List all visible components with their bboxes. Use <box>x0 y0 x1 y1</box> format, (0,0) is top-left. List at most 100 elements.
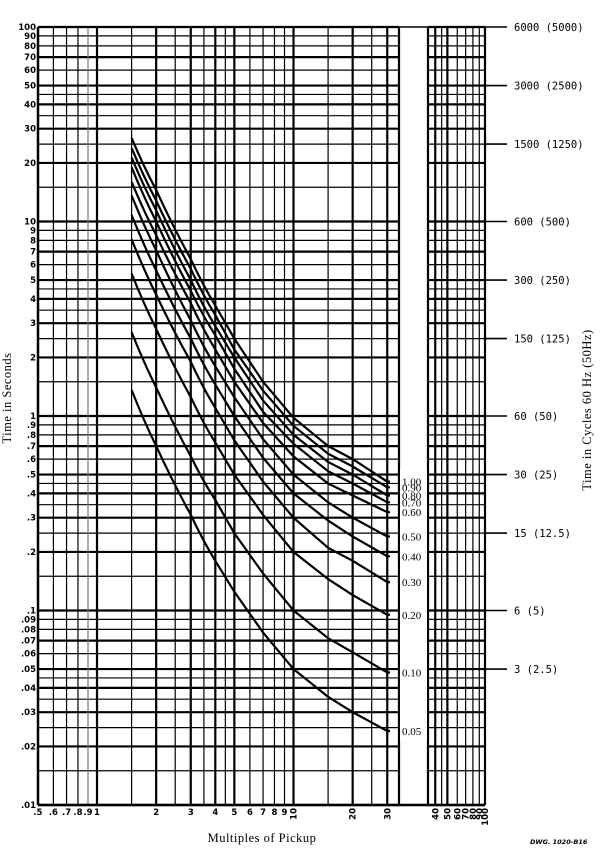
dial-label: 0.10 <box>402 668 422 680</box>
y-tick-label: 100 <box>18 23 36 33</box>
y-tick-label: 30 <box>24 125 36 135</box>
dial-label: 0.60 <box>402 507 422 519</box>
y-tick-label: 2 <box>30 353 36 363</box>
cycle-label: 60 (50) <box>514 411 558 423</box>
y-tick-label: .2 <box>27 548 36 558</box>
cycle-label: 300 (250) <box>514 275 571 287</box>
x-tick-label: 6 <box>247 808 253 818</box>
time-dial-label-column: 1.000.900.800.700.60 0.50 0.40 0.30 0.20 0.10… <box>402 477 422 738</box>
x-tick-label: .7 <box>62 808 71 818</box>
x-tick-label: 70 <box>462 808 472 820</box>
y-tick-label: 1 <box>30 412 36 422</box>
y-tick-label: .05 <box>21 665 36 675</box>
chart-grid <box>36 25 487 807</box>
y-tick-label: .01 <box>21 801 36 811</box>
x-tick-label: .5 <box>33 808 42 818</box>
x-tick-label: 50 <box>443 808 453 820</box>
y-tick-label: .08 <box>21 625 36 635</box>
y-tick-label: 60 <box>24 66 36 76</box>
x-tick-label: 2 <box>153 808 159 818</box>
cycle-label: 15 (12.5) <box>514 528 571 540</box>
x-tick-label: .9 <box>83 808 92 818</box>
x-tick-label: 80 <box>469 808 479 820</box>
curve-dial-0.05 <box>130 389 390 733</box>
x-tick-label: 20 <box>349 808 359 820</box>
y-tick-label: .5 <box>27 471 36 481</box>
curve-dial-0.10 <box>130 331 390 674</box>
x-tick-label: 8 <box>272 808 278 818</box>
x-tick-label: 90 <box>475 808 485 820</box>
y-tick-label: 20 <box>24 159 36 169</box>
dial-label: 0.40 <box>402 551 422 563</box>
cycle-label: 600 (500) <box>514 217 571 229</box>
cycle-label: 150 (125) <box>514 334 571 346</box>
dial-label: 0.50 <box>402 532 422 544</box>
y-tick-label: .8 <box>27 431 36 441</box>
cycle-label: 3000 (2500) <box>514 81 584 93</box>
curve-dial-0.50 <box>130 195 390 538</box>
drawing-number: DWG. 1020-B16 <box>530 838 588 846</box>
x-tick-label: 1 <box>94 808 100 818</box>
x-tick-label: 40 <box>431 808 441 820</box>
curve-dial-1.00 <box>130 137 390 483</box>
y-tick-label: .03 <box>21 708 36 718</box>
cycle-label: 30 (25) <box>514 470 558 482</box>
y-tick-label: 50 <box>24 82 36 92</box>
curve-dial-0.30 <box>130 238 390 584</box>
y-tick-label: 8 <box>30 236 36 246</box>
dial-label: 1.00 <box>402 477 422 489</box>
x-tick-label: 100 <box>481 808 491 826</box>
y-tick-label: .07 <box>21 637 36 647</box>
y-tick-label: .9 <box>27 421 36 431</box>
y-tick-label: 70 <box>24 53 36 63</box>
x-tick-label: 9 <box>282 808 288 818</box>
x-tick-label: 5 <box>231 808 237 818</box>
dial-label: 0.30 <box>402 577 422 589</box>
x-tick-label: .8 <box>73 808 82 818</box>
y-tick-label: .7 <box>27 442 36 452</box>
curve-dial-0.80 <box>130 157 390 497</box>
x-tick-label: .6 <box>49 808 58 818</box>
y-tick-label: .09 <box>21 615 36 625</box>
y-tick-label: .4 <box>27 489 36 499</box>
cycle-label: 3 (2.5) <box>514 664 558 676</box>
y-tick-label: 90 <box>24 32 36 42</box>
cycle-label: 6 (5) <box>514 606 546 618</box>
y-tick-label: 9 <box>30 226 36 236</box>
y-tick-label: .3 <box>27 514 36 524</box>
dial-label: 0.80 <box>402 491 422 503</box>
dial-label: 0.70 <box>402 497 422 509</box>
x-tick-label: 3 <box>188 808 194 818</box>
y-tick-label: .6 <box>27 455 36 465</box>
x-tick-label: 4 <box>212 808 218 818</box>
cycle-label: 6000 (5000) <box>514 22 584 34</box>
x-tick-label: 7 <box>260 808 266 818</box>
y-tick-label: .02 <box>21 742 36 752</box>
y-tick-label: .1 <box>27 607 36 617</box>
curve-dial-0.40 <box>130 214 390 558</box>
x-tick-label: 10 <box>290 808 300 820</box>
y-tick-label: 5 <box>30 276 36 286</box>
y-tick-label: .04 <box>21 684 36 694</box>
cycle-label: 1500 (1250) <box>514 139 584 151</box>
y-tick-label: 6 <box>30 261 36 271</box>
y-tick-label: 40 <box>24 100 36 110</box>
curve-dial-0.70 <box>130 166 390 504</box>
x-axis-title: Multiples of Pickup <box>208 831 317 845</box>
right-axis-cycle-labels: 6000 (5000) 3000 (2500) 1500 (1250) 600 (50… <box>485 22 584 676</box>
y-tick-label: 10 <box>24 218 36 228</box>
curve-dial-0.20 <box>130 273 390 616</box>
x-tick-label: 60 <box>453 808 463 820</box>
y-tick-label: 4 <box>30 295 36 305</box>
dial-label: 0.20 <box>402 610 422 622</box>
y-tick-label: 80 <box>24 42 36 52</box>
time-dial-curves <box>130 137 390 733</box>
y-axis-title: Time in Seconds <box>0 352 14 443</box>
y-tick-label: 7 <box>30 248 36 258</box>
y2-axis-title: Time in Cycles 60 Hz (50Hz) <box>580 329 594 490</box>
y-tick-label: 3 <box>30 319 36 329</box>
curve-dial-0.60 <box>130 181 390 514</box>
